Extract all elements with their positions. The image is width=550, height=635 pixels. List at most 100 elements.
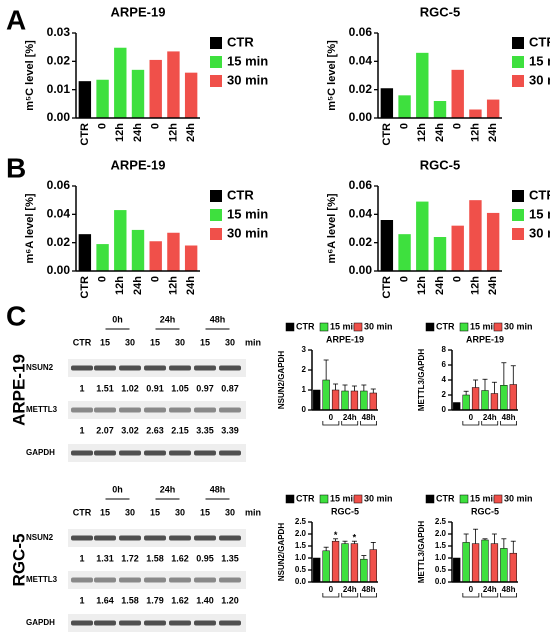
y-tick-label: 0 (442, 405, 447, 414)
error-bar (482, 538, 488, 540)
blot-band (219, 535, 241, 541)
legend-label: 30 min (364, 493, 393, 503)
blot-band (71, 450, 93, 456)
ratio-label: 3.39 (221, 425, 239, 435)
panel-letter: C (6, 300, 26, 331)
blot-band (71, 577, 93, 583)
legend-swatch (493, 494, 503, 504)
error-bar (463, 533, 469, 543)
y-tick-label: 0.02 (349, 235, 373, 249)
ratio-label: 1 (79, 553, 84, 563)
bar (433, 237, 447, 271)
ratio-label: 1.62 (171, 553, 189, 563)
bar (433, 101, 447, 118)
x-tick-label: 48h (362, 585, 376, 594)
group-bracket (462, 593, 480, 598)
bar (149, 241, 162, 271)
error-bar (342, 540, 348, 544)
blot-band (119, 450, 141, 456)
blot-band (219, 365, 241, 371)
blot-band (94, 577, 116, 583)
blot-band (94, 535, 116, 541)
unit-label: min (245, 337, 261, 347)
x-tick-label: 0 (96, 123, 108, 129)
bar (462, 394, 470, 411)
lane-label: 30 (125, 507, 135, 517)
blot-band (71, 620, 93, 626)
group-bracket (341, 421, 359, 426)
y-tick-label: 0.5 (435, 565, 447, 574)
bar (184, 245, 198, 271)
lane-label: 15 (200, 507, 210, 517)
bar (481, 390, 489, 411)
x-tick-label: 24h (185, 276, 197, 295)
y-tick-label: 2 (442, 390, 447, 399)
group-bracket (481, 421, 499, 426)
y-tick-label: 0.0 (435, 577, 447, 586)
bar (350, 390, 359, 411)
blot-band (119, 535, 141, 541)
ratio-label: 1 (79, 425, 84, 435)
protein-label: GAPDH (26, 618, 55, 627)
legend-swatch (210, 228, 222, 240)
legend-label: CTR (296, 493, 315, 503)
y-tick-label: 2 (302, 365, 307, 374)
x-tick-label: 0 (469, 413, 474, 422)
timepoint-label: 0h (112, 314, 123, 324)
ratio-label: 1.72 (121, 553, 139, 563)
timepoint-label: 48h (210, 484, 226, 494)
ratio-label: 1.05 (171, 383, 189, 393)
error-bar (351, 385, 357, 391)
ratio-label: 3.02 (121, 425, 139, 435)
legend-label: CTR (296, 321, 315, 331)
error-bar (501, 362, 507, 386)
legend-label: 15 min (470, 493, 499, 503)
panel-letter: B (6, 152, 26, 183)
error-bar (463, 390, 469, 395)
blot-band (71, 407, 93, 413)
legend-swatch (512, 75, 524, 87)
lane-label: 15 (200, 337, 210, 347)
error-bar (333, 383, 339, 390)
error-bar (473, 379, 479, 388)
bar (509, 552, 517, 583)
y-tick-label: 0.04 (47, 207, 71, 221)
cell-line-label: ARPE-19 (9, 354, 28, 426)
chart-title: ARPE-19 (466, 334, 504, 344)
x-tick-label: 24h (483, 585, 497, 594)
legend-label: 15 min (529, 53, 550, 68)
blot-band (94, 407, 116, 413)
blot-band (144, 365, 166, 371)
timepoint-label: 24h (160, 314, 176, 324)
error-bar (370, 388, 376, 393)
bar (313, 557, 321, 583)
x-tick-label: 12h (167, 276, 179, 295)
y-axis-label: NSUN2/GAPDH (277, 523, 286, 581)
y-axis-label: m⁵C level [%] (24, 40, 36, 111)
blot-band (119, 577, 141, 583)
blot-band (71, 365, 93, 371)
legend-label: CTR (227, 34, 254, 49)
y-tick-label: 0.04 (349, 54, 373, 68)
bar (360, 390, 368, 411)
x-tick-label: 0 (150, 123, 162, 129)
bar (481, 539, 489, 583)
legend-label: 30 min (529, 72, 550, 87)
legend-label: 30 min (364, 321, 393, 331)
legend-label: 15 min (227, 206, 268, 221)
bar (451, 69, 464, 118)
y-tick-label: 0.06 (349, 178, 373, 192)
bar (167, 232, 180, 271)
y-tick-label: 6 (442, 360, 447, 369)
chart-title: ARPE-19 (111, 4, 166, 19)
protein-label: METTL3 (26, 405, 58, 414)
chart-title: RGC-5 (331, 506, 359, 516)
blot-band (194, 407, 216, 413)
y-axis-label: METTL3/GAPDH (417, 521, 426, 583)
legend-label: 15 min (227, 53, 268, 68)
legend-label: 15 min (470, 321, 499, 331)
group-bracket (481, 593, 499, 598)
x-tick-label: 0 (452, 123, 464, 129)
error-bar (323, 359, 329, 380)
